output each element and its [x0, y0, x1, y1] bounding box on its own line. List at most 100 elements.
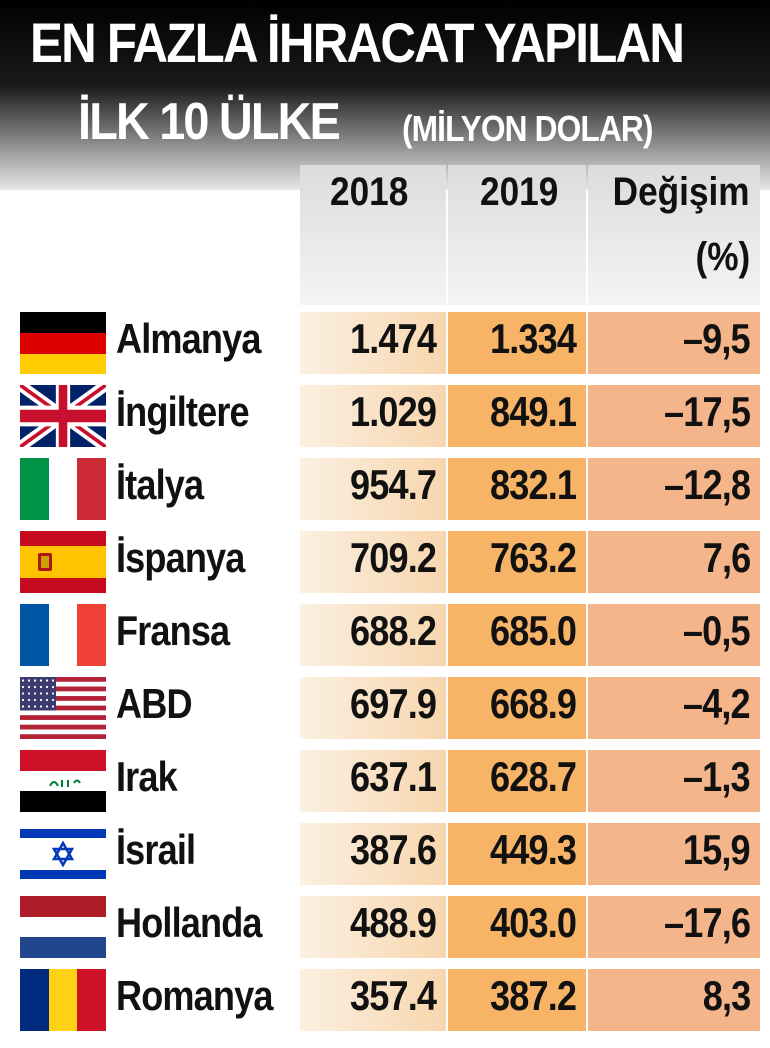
value-2019: 668.9 — [489, 680, 577, 727]
netherlands-flag — [20, 896, 106, 958]
col-change-header-bg — [588, 165, 760, 305]
value-2018: 1.029 — [349, 388, 437, 435]
value-2019: 849.1 — [489, 388, 577, 435]
cell-change: –12,8 — [588, 458, 760, 520]
cell-2018: 697.9 — [300, 677, 446, 739]
table-row: Fransa 688.2 685.0 –0,5 — [0, 604, 770, 668]
value-2019: 685.0 — [489, 607, 577, 654]
italy-flag — [20, 458, 106, 520]
cell-2018: 1.029 — [300, 385, 446, 447]
cell-2018: 709.2 — [300, 531, 446, 593]
table-row: İngiltere 1.029 849.1 –17,5 — [0, 385, 770, 449]
value-change: –4,2 — [683, 680, 751, 727]
country-name: İsrail — [116, 826, 196, 873]
cell-2019: 628.7 — [448, 750, 586, 812]
value-2018: 697.9 — [349, 680, 437, 727]
cell-change: –1,3 — [588, 750, 760, 812]
header-banner: EN FAZLA İHRACAT YAPILAN İLK 10 ÜLKE (Mİ… — [0, 0, 770, 190]
value-2019: 387.2 — [489, 972, 577, 1019]
cell-change: –4,2 — [588, 677, 760, 739]
value-change: –17,5 — [663, 388, 751, 435]
table-row: Romanya 357.4 387.2 8,3 — [0, 969, 770, 1033]
country-name: İngiltere — [116, 388, 250, 435]
romania-flag — [20, 969, 106, 1031]
value-change: –1,3 — [683, 753, 751, 800]
cell-2018: 954.7 — [300, 458, 446, 520]
cell-2019: 449.3 — [448, 823, 586, 885]
usa-flag — [20, 677, 106, 739]
col-2019-header-bg — [448, 165, 586, 305]
value-change: –0,5 — [683, 607, 751, 654]
cell-change: –9,5 — [588, 312, 760, 374]
cell-2019: 763.2 — [448, 531, 586, 593]
table-row: Almanya 1.474 1.334 –9,5 — [0, 312, 770, 376]
spain-flag — [20, 531, 106, 593]
value-change: 7,6 — [702, 534, 751, 581]
cell-2018: 1.474 — [300, 312, 446, 374]
value-2018: 709.2 — [349, 534, 437, 581]
france-flag — [20, 604, 106, 666]
value-change: 15,9 — [683, 826, 751, 873]
table-row: İspanya 709.2 763.2 7,6 — [0, 531, 770, 595]
table-row: Hollanda 488.9 403.0 –17,6 — [0, 896, 770, 960]
cell-2019: 685.0 — [448, 604, 586, 666]
country-name: İspanya — [116, 534, 245, 581]
table-row: İtalya 954.7 832.1 –12,8 — [0, 458, 770, 522]
uk-flag — [20, 385, 106, 447]
column-header-2019: 2019 — [480, 170, 559, 214]
cell-change: 15,9 — [588, 823, 760, 885]
cell-change: 7,6 — [588, 531, 760, 593]
value-2018: 688.2 — [349, 607, 437, 654]
title-line-2: İLK 10 ÜLKE — [78, 93, 341, 151]
cell-2019: 1.334 — [448, 312, 586, 374]
value-change: 8,3 — [702, 972, 751, 1019]
value-2019: 1.334 — [489, 315, 577, 362]
value-2019: 449.3 — [489, 826, 577, 873]
cell-2018: 688.2 — [300, 604, 446, 666]
cell-2019: 387.2 — [448, 969, 586, 1031]
cell-2018: 488.9 — [300, 896, 446, 958]
value-change: –17,6 — [663, 899, 751, 946]
table-row: ABD 697.9 668.9 –4,2 — [0, 677, 770, 741]
value-2019: 628.7 — [489, 753, 577, 800]
table-row: Irak 637.1 628.7 –1,3 — [0, 750, 770, 814]
cell-change: –17,6 — [588, 896, 760, 958]
column-header-change-unit: (%) — [695, 235, 750, 279]
value-2018: 488.9 — [349, 899, 437, 946]
country-name: ABD — [116, 680, 193, 727]
value-2018: 387.6 — [349, 826, 437, 873]
value-2018: 637.1 — [349, 753, 437, 800]
cell-2018: 637.1 — [300, 750, 446, 812]
column-header-2018: 2018 — [330, 170, 409, 214]
iraq-flag — [20, 750, 106, 812]
value-2019: 763.2 — [489, 534, 577, 581]
value-2018: 954.7 — [349, 461, 437, 508]
table-row: İsrail 387.6 449.3 15,9 — [0, 823, 770, 887]
cell-change: –0,5 — [588, 604, 760, 666]
title-unit: (MİLYON DOLAR) — [402, 108, 653, 149]
title-line-1: EN FAZLA İHRACAT YAPILAN — [30, 11, 685, 74]
value-change: –12,8 — [663, 461, 751, 508]
cell-2019: 832.1 — [448, 458, 586, 520]
cell-2018: 357.4 — [300, 969, 446, 1031]
value-2019: 832.1 — [489, 461, 577, 508]
israel-flag — [20, 823, 106, 885]
col-2018-header-bg — [300, 165, 446, 305]
cell-2019: 668.9 — [448, 677, 586, 739]
country-name: Almanya — [116, 315, 261, 362]
cell-2019: 849.1 — [448, 385, 586, 447]
cell-2019: 403.0 — [448, 896, 586, 958]
germany-flag — [20, 312, 106, 374]
value-2019: 403.0 — [489, 899, 577, 946]
column-header-change: Değişim — [613, 170, 750, 214]
country-name: Fransa — [116, 607, 230, 654]
value-2018: 357.4 — [349, 972, 437, 1019]
country-name: Irak — [116, 753, 178, 800]
cell-change: –17,5 — [588, 385, 760, 447]
cell-2018: 387.6 — [300, 823, 446, 885]
country-name: İtalya — [116, 461, 204, 508]
country-name: Romanya — [116, 972, 273, 1019]
cell-change: 8,3 — [588, 969, 760, 1031]
value-change: –9,5 — [683, 315, 751, 362]
country-name: Hollanda — [116, 899, 263, 946]
